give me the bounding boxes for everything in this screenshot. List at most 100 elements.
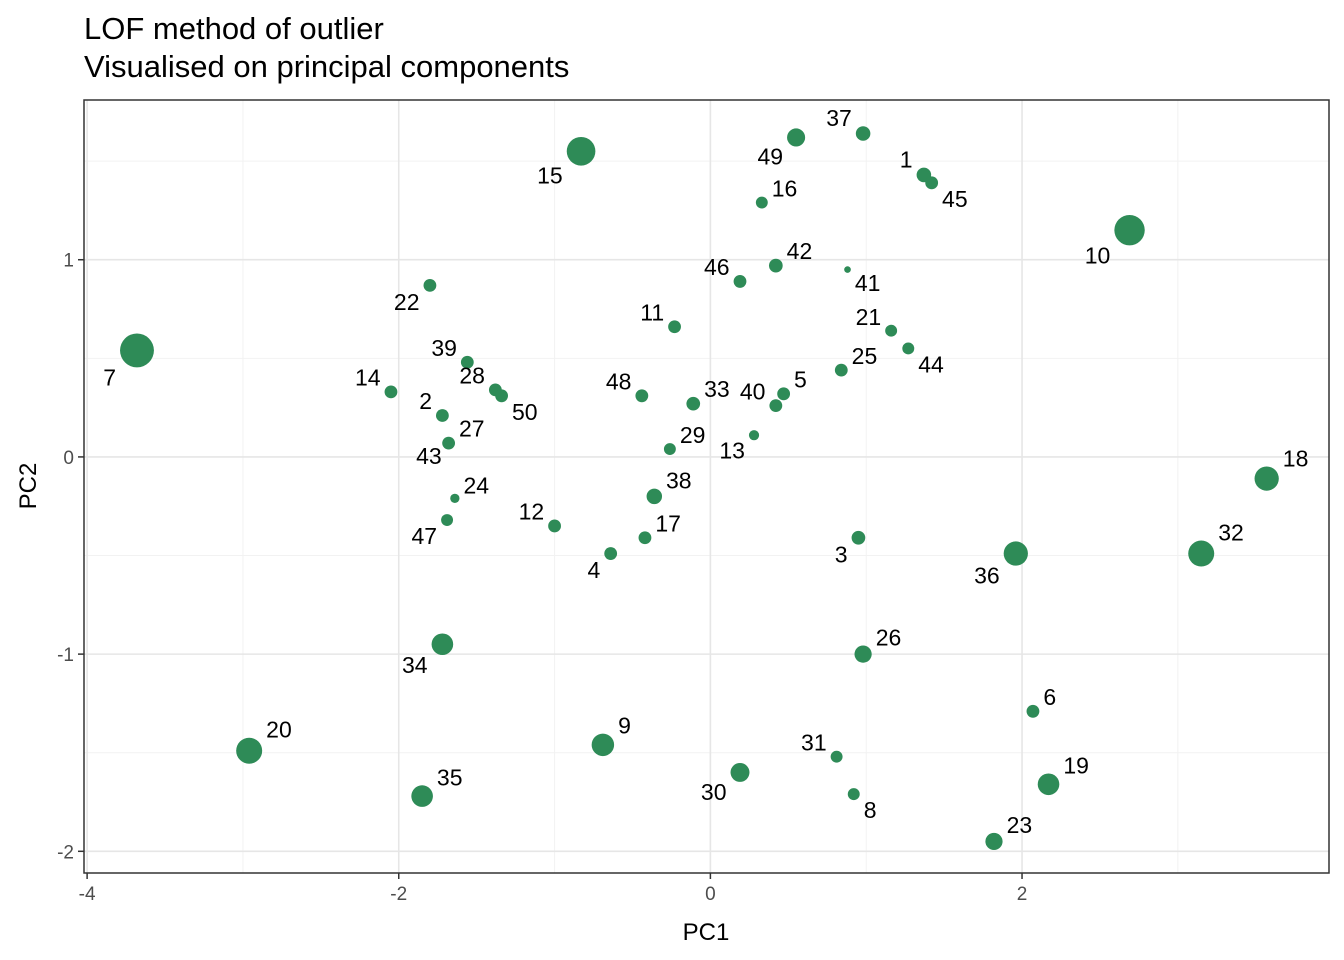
y-tick-label: -2	[57, 842, 74, 863]
point-label-10: 10	[1085, 242, 1111, 268]
data-point-18	[1254, 466, 1279, 491]
data-point-23	[985, 832, 1003, 851]
data-point-21	[885, 324, 898, 337]
data-point-38	[646, 488, 663, 505]
point-label-22: 22	[394, 289, 420, 315]
point-label-33: 33	[704, 376, 730, 402]
point-label-43: 43	[416, 443, 442, 469]
data-point-32	[1188, 540, 1215, 567]
point-label-46: 46	[704, 254, 730, 280]
points	[120, 126, 1279, 851]
point-label-29: 29	[680, 422, 706, 448]
data-point-44	[902, 342, 915, 355]
data-point-22	[423, 278, 437, 292]
data-point-13	[748, 430, 760, 441]
x-tick-label: 2	[1017, 884, 1028, 905]
grid	[84, 100, 1329, 873]
point-label-41: 41	[855, 270, 881, 296]
point-label-32: 32	[1218, 520, 1244, 546]
point-label-47: 47	[412, 523, 438, 549]
data-point-42	[768, 258, 783, 273]
x-tick-label: -2	[390, 884, 407, 905]
data-point-29	[663, 443, 676, 455]
data-point-26	[854, 645, 872, 663]
point-label-37: 37	[826, 105, 852, 131]
point-label-11: 11	[640, 299, 664, 325]
data-point-40	[769, 399, 783, 413]
point-label-28: 28	[459, 362, 485, 388]
data-point-25	[834, 363, 848, 377]
point-label-23: 23	[1007, 812, 1033, 838]
point-label-25: 25	[852, 343, 878, 369]
data-point-6	[1026, 704, 1040, 718]
chart-title: LOF method of outlier	[84, 11, 384, 46]
data-point-16	[755, 196, 768, 209]
point-label-20: 20	[266, 717, 292, 743]
data-point-14	[384, 385, 398, 399]
point-label-44: 44	[918, 351, 944, 377]
chart-title-block: LOF method of outlier Visualised on prin…	[84, 10, 569, 86]
y-tick-label: 1	[63, 251, 74, 272]
x-tick-label: -4	[79, 884, 96, 905]
data-point-11	[668, 320, 681, 334]
data-point-8	[847, 788, 860, 801]
data-point-46	[733, 275, 747, 288]
data-point-4	[604, 547, 618, 560]
point-label-1: 1	[900, 147, 913, 173]
point-label-34: 34	[402, 652, 428, 678]
data-point-7	[120, 333, 154, 368]
y-axis-title: PC2	[15, 463, 42, 510]
point-label-27: 27	[459, 416, 485, 442]
point-label-30: 30	[701, 779, 727, 805]
point-label-50: 50	[512, 399, 538, 425]
data-point-19	[1037, 773, 1060, 796]
point-label-35: 35	[437, 764, 463, 790]
point-label-4: 4	[587, 557, 600, 583]
point-label-15: 15	[537, 163, 563, 189]
point-label-48: 48	[606, 368, 632, 394]
point-label-21: 21	[856, 304, 882, 330]
point-label-6: 6	[1043, 684, 1056, 710]
point-label-18: 18	[1283, 445, 1309, 471]
data-point-30	[730, 762, 750, 782]
point-label-13: 13	[719, 437, 745, 463]
data-point-50	[495, 389, 508, 403]
point-label-40: 40	[740, 378, 766, 404]
data-point-39	[460, 355, 474, 369]
point-label-42: 42	[787, 238, 813, 264]
data-point-33	[686, 396, 701, 411]
data-point-9	[591, 733, 615, 757]
point-label-31: 31	[801, 730, 827, 756]
y-tick-label: -1	[57, 645, 74, 666]
data-point-37	[855, 126, 871, 141]
plot-border	[83, 99, 1330, 874]
point-label-38: 38	[666, 468, 692, 494]
data-point-17	[638, 531, 652, 545]
data-point-41	[844, 266, 851, 273]
point-label-24: 24	[463, 473, 489, 499]
data-point-49	[787, 128, 806, 147]
data-point-20	[236, 737, 263, 764]
point-label-17: 17	[655, 510, 681, 536]
plot-panel	[84, 100, 1329, 873]
data-point-36	[1003, 541, 1028, 566]
y-tick-label: 0	[63, 448, 74, 469]
data-point-43	[445, 440, 452, 446]
data-point-10	[1114, 214, 1145, 246]
point-label-3: 3	[835, 542, 848, 568]
point-label-14: 14	[355, 364, 381, 390]
data-point-24	[450, 493, 460, 503]
point-label-16: 16	[772, 176, 798, 202]
chart-subtitle: Visualised on principal components	[84, 49, 570, 84]
axes: -4 -2 0 2-2-101	[57, 251, 1027, 905]
data-point-3	[851, 530, 866, 545]
data-point-35	[411, 785, 433, 807]
point-label-7: 7	[103, 364, 116, 390]
point-label-12: 12	[519, 499, 545, 525]
data-point-12	[548, 519, 561, 533]
point-label-26: 26	[876, 625, 902, 651]
point-label-36: 36	[974, 563, 1000, 589]
data-point-34	[431, 633, 454, 656]
